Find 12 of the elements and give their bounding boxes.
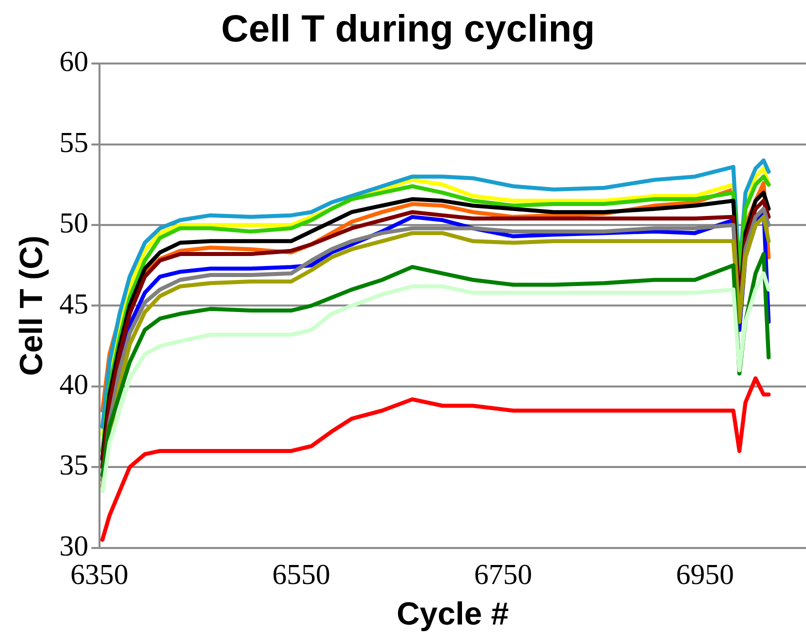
y-tick-label: 55 [59,126,88,159]
y-tick-label: 45 [59,288,88,320]
chart-title: Cell T during cycling [221,8,595,50]
x-axis-title: Cycle # [396,596,509,632]
x-tick-label: 6750 [474,558,532,591]
y-axis-title: Cell T (C) [13,235,50,376]
y-tick-label: 35 [59,450,88,482]
y-tick-label: 60 [59,46,88,78]
y-tick-label: 50 [59,208,88,240]
x-tick-label: 6950 [676,558,734,591]
y-tick-label: 40 [59,369,88,402]
x-tick-label: 6550 [272,558,330,591]
